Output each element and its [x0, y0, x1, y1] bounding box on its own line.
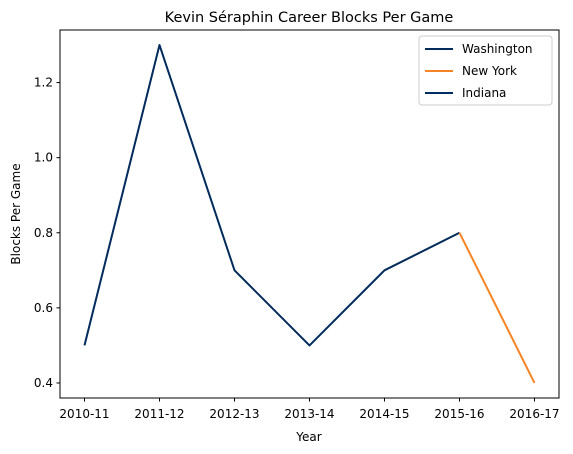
- y-axis-label: Blocks Per Game: [9, 163, 23, 264]
- legend: Washington New York Indiana: [418, 35, 553, 106]
- x-axis: 2010-11 2011-12 2012-13 2013-14 2014-15 2015-…: [59, 398, 560, 421]
- legend-label-2: Indiana: [462, 86, 506, 100]
- series-layer: [83, 44, 536, 384]
- x-tick-label-3: 2013-14: [284, 407, 334, 421]
- y-axis: 0.4 0.6 0.8 1.0 1.2: [34, 76, 60, 390]
- y-tick-label-0: 0.4: [34, 376, 53, 390]
- y-tick-label-4: 1.2: [34, 76, 53, 90]
- x-tick-label-4: 2014-15: [359, 407, 409, 421]
- y-tick-label-1: 0.6: [34, 301, 53, 315]
- legend-label-0: Washington: [462, 42, 533, 56]
- x-axis-label: Year: [295, 430, 321, 444]
- y-tick-label-2: 0.8: [34, 226, 53, 240]
- x-tick-label-5: 2015-16: [434, 407, 484, 421]
- x-tick-label-2: 2012-13: [209, 407, 259, 421]
- series-line-0: [83, 44, 460, 347]
- y-tick-label-3: 1.0: [34, 151, 53, 165]
- x-tick-label-0: 2010-11: [59, 407, 109, 421]
- x-tick-label-1: 2011-12: [134, 407, 184, 421]
- series-line-1: [458, 232, 536, 384]
- legend-label-1: New York: [462, 64, 517, 78]
- chart-title: Kevin Séraphin Career Blocks Per Game: [165, 10, 454, 26]
- legend-frame: [418, 35, 553, 106]
- x-tick-label-6: 2016-17: [509, 407, 559, 421]
